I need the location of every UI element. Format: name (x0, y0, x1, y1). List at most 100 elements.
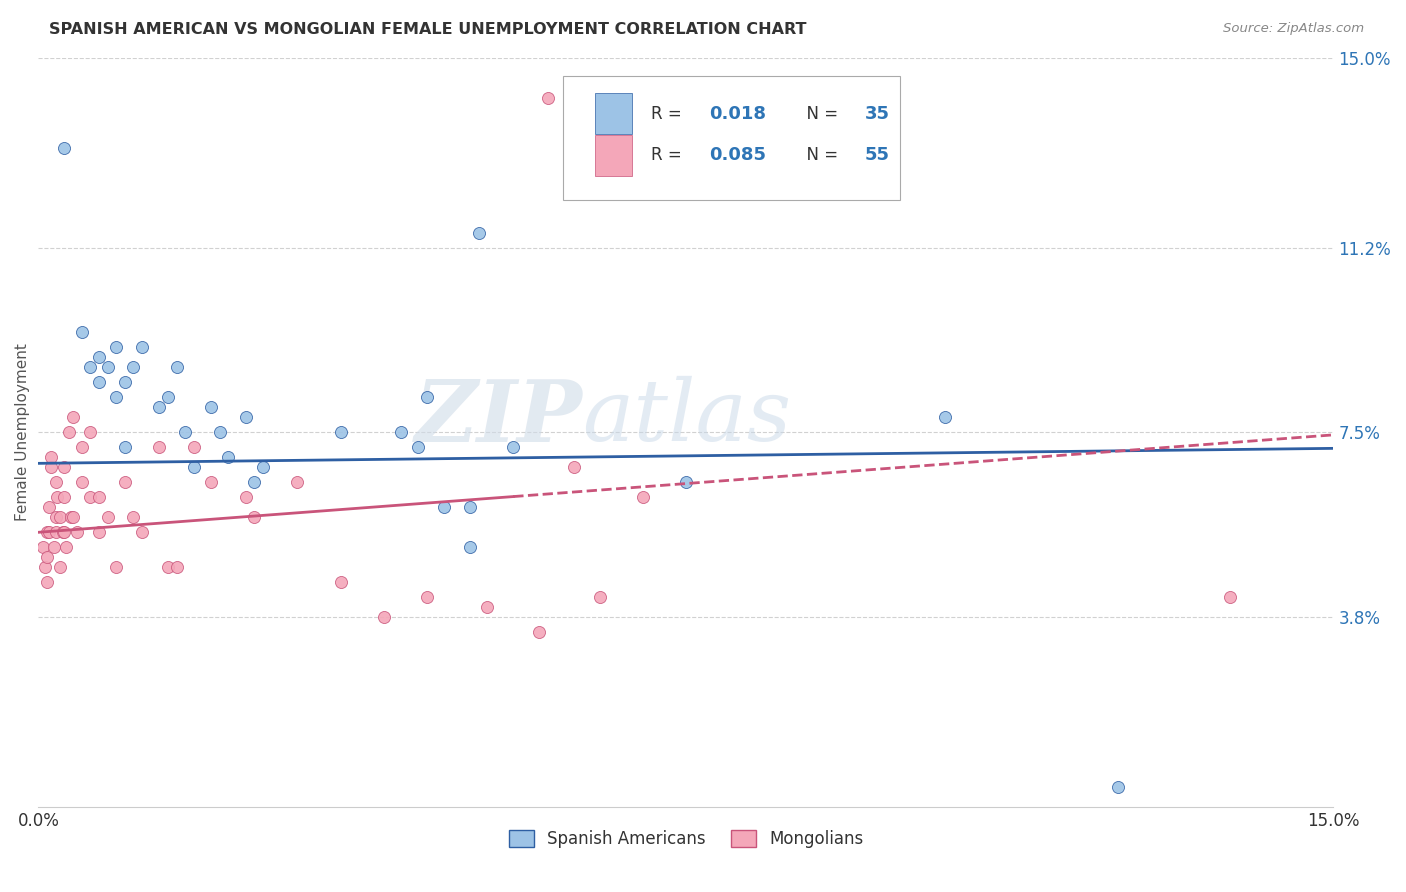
Point (70, 475, 93, 490)
Point (200, 401, 222, 415)
Point (183, 441, 205, 455)
Point (458, 541, 481, 555)
Point (208, 425, 231, 440)
Point (37, 550, 59, 565)
Point (156, 560, 179, 574)
Point (66, 525, 89, 540)
Point (53, 140, 76, 154)
Point (53, 460, 76, 475)
Point (502, 441, 524, 455)
Point (122, 360, 145, 375)
Point (49, 510, 72, 524)
Point (55, 541, 77, 555)
Point (148, 401, 170, 415)
Point (131, 341, 153, 355)
Point (156, 391, 179, 405)
Y-axis label: Female Unemployment: Female Unemployment (15, 343, 30, 521)
Point (70, 326, 93, 340)
Point (41, 450, 63, 465)
Point (62, 410, 84, 425)
Point (174, 425, 197, 440)
Point (934, 410, 956, 425)
Text: N =: N = (796, 104, 844, 122)
Point (105, 341, 128, 355)
Point (79, 425, 101, 440)
Point (62, 510, 84, 524)
Point (42, 541, 65, 555)
Point (49, 560, 72, 574)
Point (31, 541, 53, 555)
Text: ZIP: ZIP (415, 376, 582, 459)
Point (287, 475, 309, 490)
Point (60, 510, 83, 524)
Legend: Spanish Americans, Mongolians: Spanish Americans, Mongolians (502, 823, 870, 855)
Point (675, 475, 697, 490)
Point (105, 560, 128, 574)
Point (45, 510, 67, 524)
Point (389, 425, 412, 440)
Point (105, 391, 128, 405)
Point (1219, 591, 1241, 605)
Point (41, 460, 63, 475)
Point (166, 360, 188, 375)
Point (37, 525, 59, 540)
Text: atlas: atlas (582, 376, 792, 458)
Point (408, 441, 430, 455)
Point (37, 575, 59, 590)
Text: N =: N = (796, 146, 844, 164)
FancyBboxPatch shape (562, 77, 900, 200)
Point (477, 600, 499, 615)
Point (148, 441, 170, 455)
Point (96, 360, 118, 375)
Point (46, 491, 69, 505)
Point (243, 475, 266, 490)
Point (416, 391, 439, 405)
Point (53, 525, 76, 540)
Point (87, 351, 110, 365)
Point (468, 226, 491, 240)
Point (52, 525, 75, 540)
Point (200, 475, 222, 490)
Point (96, 510, 118, 524)
Point (243, 510, 266, 524)
Point (114, 376, 136, 390)
Point (373, 610, 395, 624)
Point (34, 560, 56, 574)
Text: 0.085: 0.085 (709, 146, 766, 164)
FancyBboxPatch shape (595, 135, 631, 176)
Point (416, 591, 439, 605)
Point (38, 525, 60, 540)
Text: SPANISH AMERICAN VS MONGOLIAN FEMALE UNEMPLOYMENT CORRELATION CHART: SPANISH AMERICAN VS MONGOLIAN FEMALE UNE… (49, 22, 807, 37)
Point (329, 575, 352, 590)
Point (45, 475, 67, 490)
Point (122, 510, 145, 524)
Point (166, 560, 188, 574)
Point (114, 475, 136, 490)
Text: 0.018: 0.018 (709, 104, 766, 122)
Point (87, 525, 110, 540)
Point (79, 491, 101, 505)
Point (527, 625, 550, 640)
Point (87, 376, 110, 390)
Text: R =: R = (651, 146, 688, 164)
Point (588, 591, 610, 605)
Point (537, 90, 560, 104)
Point (79, 360, 101, 375)
Point (58, 425, 80, 440)
Text: R =: R = (651, 104, 688, 122)
Text: 55: 55 (865, 146, 890, 164)
Point (252, 460, 274, 475)
Point (38, 500, 60, 515)
Point (329, 425, 352, 440)
Text: 35: 35 (865, 104, 890, 122)
Point (631, 491, 654, 505)
Point (235, 410, 257, 425)
Point (70, 441, 93, 455)
Point (433, 500, 456, 515)
Point (235, 491, 257, 505)
Point (87, 491, 110, 505)
Point (114, 441, 136, 455)
Point (131, 525, 153, 540)
Point (458, 500, 481, 515)
Point (53, 491, 76, 505)
